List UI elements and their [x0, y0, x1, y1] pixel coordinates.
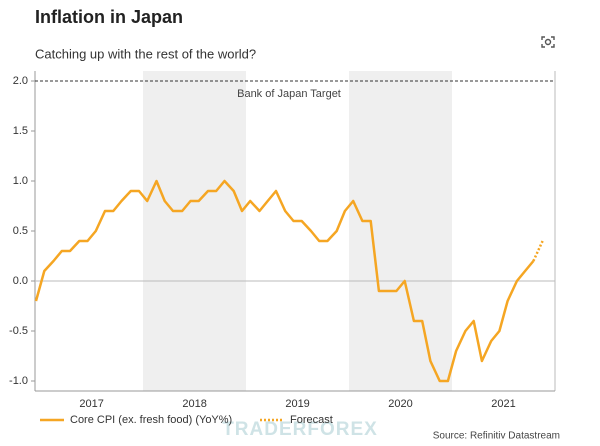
icon-corners: [541, 36, 555, 48]
legend-label: Core CPI (ex. fresh food) (YoY%): [70, 414, 232, 426]
target-label: Bank of Japan Target: [237, 88, 341, 100]
y-tick-label: 0.5: [13, 225, 28, 237]
y-tick-label: -1.0: [9, 375, 28, 387]
y-tick-label: -0.5: [9, 325, 28, 337]
year-shade: [143, 71, 246, 391]
chart-title: Inflation in Japan: [35, 7, 183, 27]
y-tick-label: 2.0: [13, 75, 28, 87]
x-tick-label: 2018: [182, 398, 206, 410]
year-shade: [349, 71, 452, 391]
icon-button[interactable]: [536, 30, 560, 54]
x-tick-label: 2020: [388, 398, 412, 410]
watermark: TRADERFOREX: [222, 419, 378, 440]
lens-icon[interactable]: [536, 30, 560, 54]
x-tick-label: 2017: [79, 398, 103, 410]
series-line: [34, 179, 535, 383]
chart-subtitle: Catching up with the rest of the world?: [35, 46, 256, 61]
source: Source: Refinitiv Datastream: [433, 431, 560, 442]
x-tick-label: 2021: [491, 398, 515, 410]
legend-label: Forecast: [290, 414, 333, 426]
y-tick-label: 1.5: [13, 125, 28, 137]
x-tick-label: 2019: [285, 398, 309, 410]
icon-dot: [544, 38, 552, 46]
y-tick-label: 0.0: [13, 275, 28, 287]
y-tick-label: 1.0: [13, 175, 28, 187]
